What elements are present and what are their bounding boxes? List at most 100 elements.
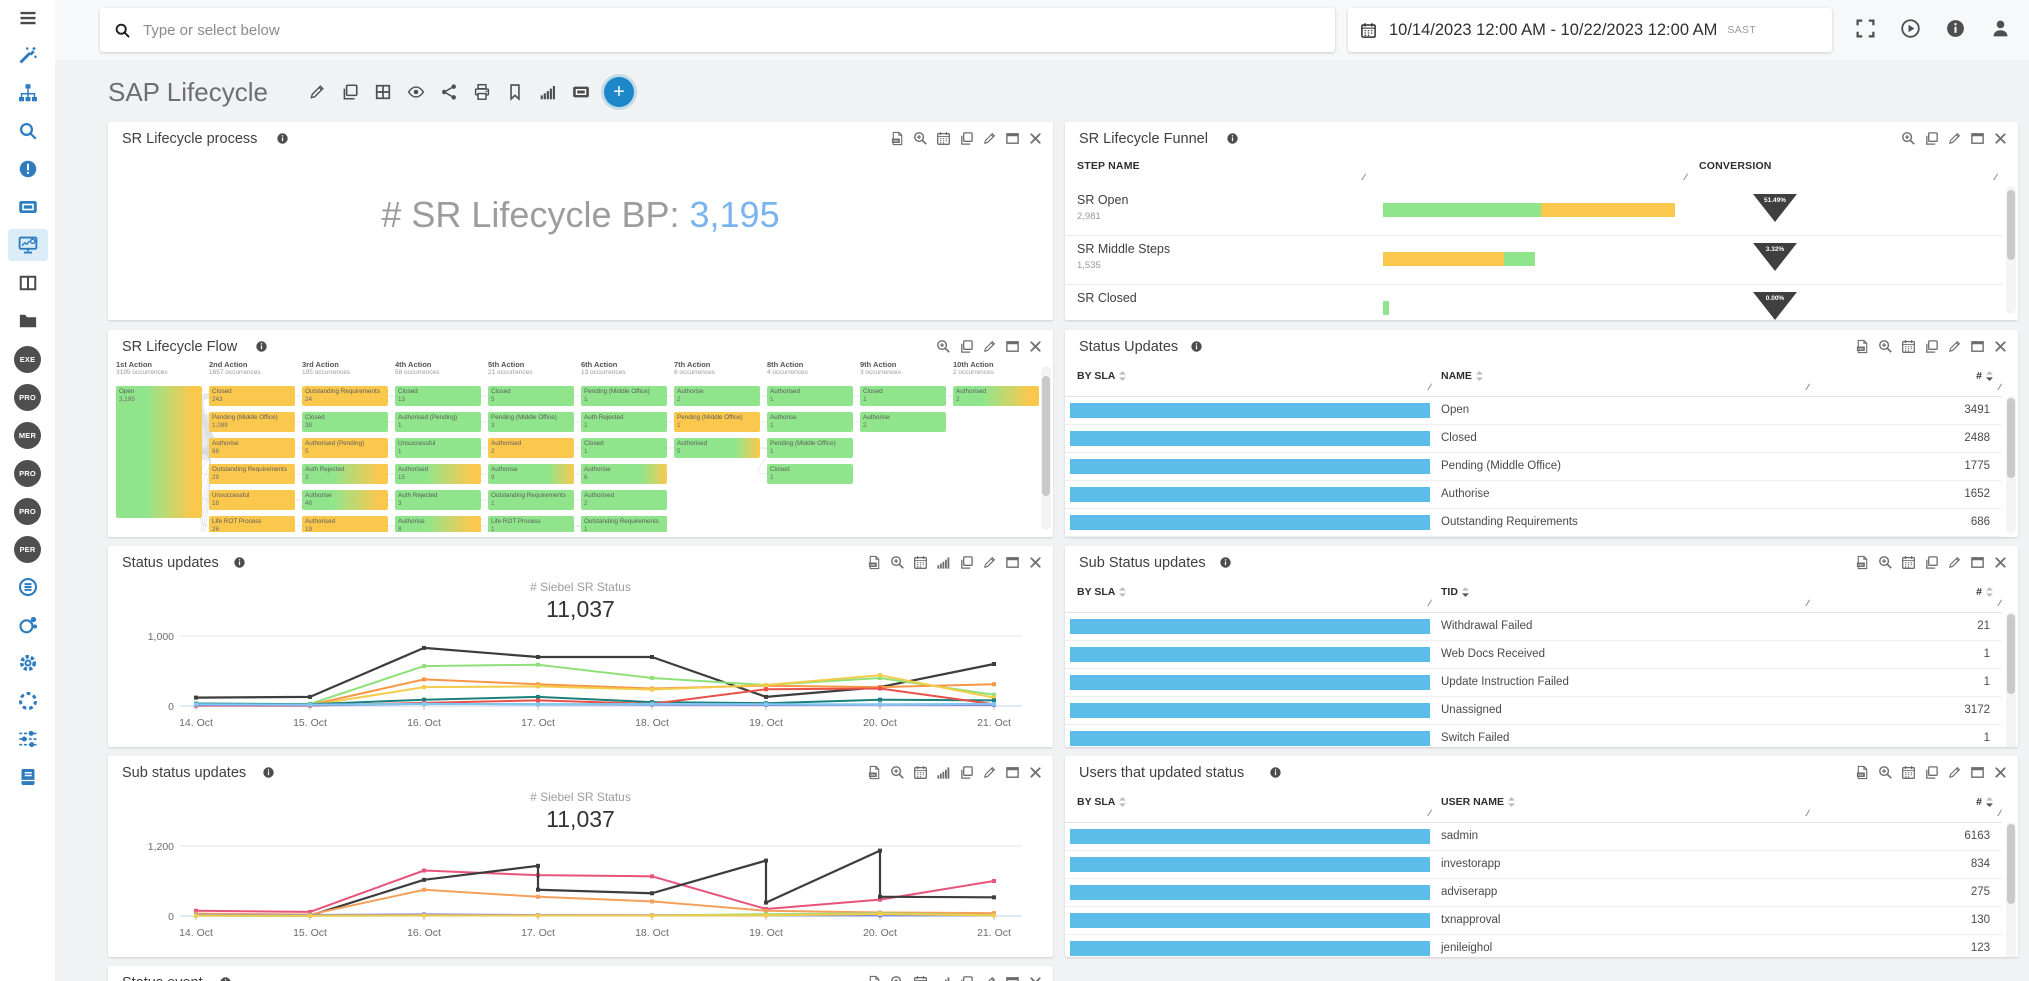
window-icon[interactable]: [1970, 339, 1985, 354]
sidebar-item-badge-pro-2[interactable]: PRO: [0, 454, 55, 492]
flow-node[interactable]: Pending (Middle Office) 1: [581, 386, 667, 406]
panel-info-icon[interactable]: [262, 766, 275, 779]
column-resize-handle[interactable]: ∕∕: [1995, 172, 1997, 182]
table-row[interactable]: Withdrawal Failed 21: [1065, 613, 2002, 641]
fullscreen-icon[interactable]: [1855, 18, 1876, 39]
sort-icon[interactable]: [1475, 370, 1484, 382]
copy-icon[interactable]: [959, 339, 974, 354]
flow-node[interactable]: Closed 1: [860, 386, 946, 406]
signal-icon[interactable]: [539, 83, 557, 101]
copy-icon[interactable]: [341, 83, 359, 101]
sidebar-item-magic-wand[interactable]: [0, 36, 55, 74]
table-row[interactable]: Open 3491: [1065, 397, 2002, 425]
sort-icon[interactable]: [1507, 796, 1516, 808]
flow-node[interactable]: Open 3,195: [116, 386, 202, 518]
window-icon[interactable]: [1970, 765, 1985, 780]
sidebar-item-share-graph[interactable]: [0, 606, 55, 644]
flow-node[interactable]: Authorise 48: [302, 490, 388, 510]
flow-node[interactable]: Pending (Middle Office) 1: [767, 438, 853, 458]
flow-node[interactable]: Closed 243: [209, 386, 295, 406]
copy-icon[interactable]: [959, 555, 974, 570]
sidebar-item-folder[interactable]: [0, 302, 55, 340]
user-icon[interactable]: [1990, 18, 2011, 39]
zoom-in-icon[interactable]: [936, 339, 951, 354]
funnel-row[interactable]: SR Open 2,981 51.49%: [1065, 186, 2002, 236]
calendar-icon[interactable]: [936, 131, 951, 146]
csv-icon[interactable]: csv: [1855, 765, 1870, 780]
sidebar-item-badge-pro-1[interactable]: PRO: [0, 378, 55, 416]
panel-info-icon[interactable]: [1269, 766, 1282, 779]
flow-node[interactable]: Authorised 19: [302, 516, 388, 532]
grid-icon[interactable]: [374, 83, 392, 101]
window-icon[interactable]: [1970, 131, 1985, 146]
sidebar-item-dashed-circle[interactable]: [0, 682, 55, 720]
flow-node[interactable]: Authorise 2: [674, 386, 760, 406]
table-row[interactable]: investorapp 834: [1065, 851, 2002, 879]
sidebar-item-search[interactable]: [0, 112, 55, 150]
search-input[interactable]: [141, 20, 1321, 40]
scrollbar-thumb[interactable]: [2007, 614, 2015, 694]
window-icon[interactable]: [1005, 339, 1020, 354]
table-row[interactable]: Outstanding Requirements 686: [1065, 509, 2002, 537]
close-icon[interactable]: [1993, 131, 2008, 146]
flow-node[interactable]: Pending (Middle Office) 1,089: [209, 412, 295, 432]
flow-node[interactable]: Authorised 2: [581, 490, 667, 510]
calendar-icon[interactable]: [913, 765, 928, 780]
column-label[interactable]: BY SLA: [1077, 796, 1116, 808]
edit-icon[interactable]: [982, 555, 997, 570]
column-label[interactable]: #: [1976, 586, 1982, 598]
copy-icon[interactable]: [959, 975, 974, 981]
sidebar-item-documentation[interactable]: [0, 758, 55, 796]
copy-icon[interactable]: [959, 131, 974, 146]
flow-node[interactable]: Authorise 88: [209, 438, 295, 458]
edit-icon[interactable]: [982, 765, 997, 780]
calendar-icon[interactable]: [913, 555, 928, 570]
scrollbar-thumb[interactable]: [1042, 376, 1050, 496]
column-resize-handle[interactable]: ∕∕: [1429, 808, 1431, 818]
flow-node[interactable]: Outstanding Requirements 1: [488, 490, 574, 510]
flow-node[interactable]: Closed 1: [581, 438, 667, 458]
csv-icon[interactable]: csv: [1855, 555, 1870, 570]
table-row[interactable]: adviserapp 275: [1065, 879, 2002, 907]
flow-node[interactable]: Authorised (Pending) 5: [302, 438, 388, 458]
sidebar-item-badge-pro-3[interactable]: PRO: [0, 492, 55, 530]
edit-icon[interactable]: [982, 975, 997, 981]
bookmark-icon[interactable]: [506, 83, 524, 101]
flow-node[interactable]: Authorised 2: [953, 386, 1039, 406]
column-label[interactable]: TID: [1441, 586, 1458, 598]
sidebar-item-dashboards[interactable]: [0, 226, 55, 264]
csv-icon[interactable]: csv: [867, 555, 882, 570]
zoom-in-icon[interactable]: [1878, 555, 1893, 570]
column-label[interactable]: BY SLA: [1077, 586, 1116, 598]
close-icon[interactable]: [1993, 339, 2008, 354]
copy-icon[interactable]: [1924, 765, 1939, 780]
column-resize-handle[interactable]: ∕∕: [1807, 382, 1809, 392]
csv-icon[interactable]: csv: [867, 975, 882, 981]
table-row[interactable]: Switch Failed 1: [1065, 725, 2002, 747]
zoom-in-icon[interactable]: [890, 975, 905, 981]
zoom-in-icon[interactable]: [1878, 339, 1893, 354]
column-resize-handle[interactable]: ∕∕: [1429, 598, 1431, 608]
column-label[interactable]: BY SLA: [1077, 370, 1116, 382]
sidebar-item-data-circle[interactable]: [0, 568, 55, 606]
copy-icon[interactable]: [1924, 555, 1939, 570]
column-label[interactable]: #: [1976, 796, 1982, 808]
flow-node[interactable]: Unsuccessful 18: [209, 490, 295, 510]
column-resize-handle[interactable]: ∕∕: [1429, 382, 1431, 392]
flow-node[interactable]: Authorise 9: [488, 464, 574, 484]
flow-node[interactable]: Outstanding Requirements 24: [302, 386, 388, 406]
sort-icon[interactable]: [1118, 796, 1127, 808]
info-icon[interactable]: [1945, 18, 1966, 39]
calendar-icon[interactable]: [1901, 339, 1916, 354]
flow-node[interactable]: Life ROT Process 1: [488, 516, 574, 532]
signal-icon[interactable]: [936, 765, 951, 780]
sidebar-item-badge-mer[interactable]: MER: [0, 416, 55, 454]
funnel-row[interactable]: SR Closed 0.00%: [1065, 284, 2002, 320]
flow-node[interactable]: Authorised 5: [674, 438, 760, 458]
play-icon[interactable]: [1900, 18, 1921, 39]
scrollbar-thumb[interactable]: [2007, 190, 2015, 260]
flow-node[interactable]: Pending (Middle Office) 1: [674, 412, 760, 432]
column-resize-handle[interactable]: ∕∕: [1999, 808, 2001, 818]
table-row[interactable]: sadmin 6163: [1065, 823, 2002, 851]
sort-icon[interactable]: [1985, 586, 1994, 598]
